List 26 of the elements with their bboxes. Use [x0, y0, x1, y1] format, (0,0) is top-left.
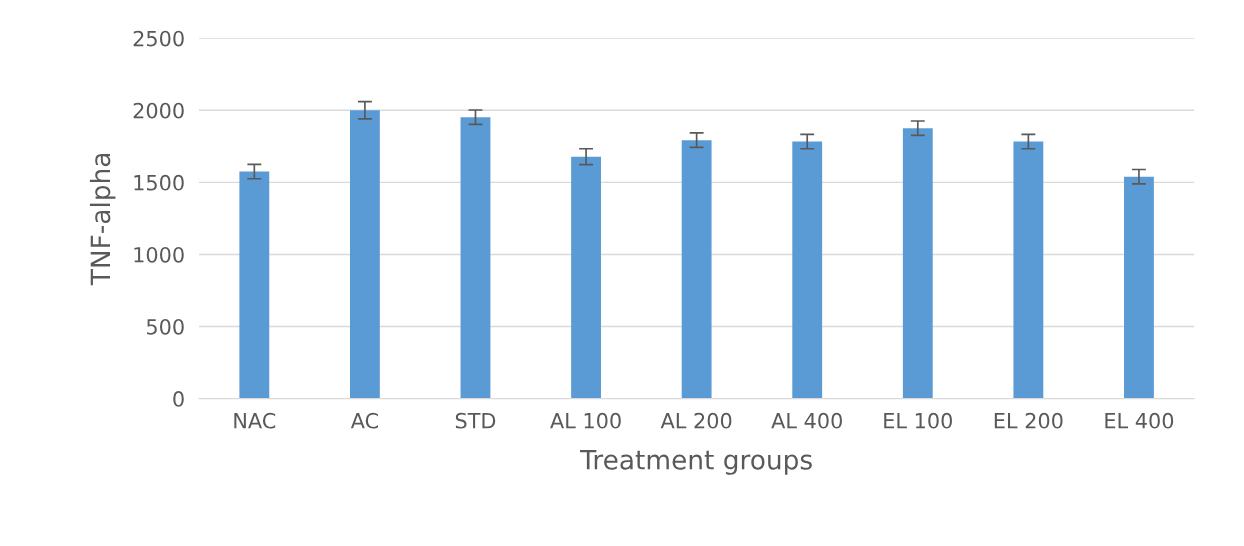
bar	[1124, 176, 1154, 399]
x-tick-label: EL 100	[884, 412, 952, 429]
bar	[571, 156, 601, 399]
x-tick-label: AC	[350, 412, 378, 429]
y-tick-label: 1000	[134, 246, 184, 263]
bar	[792, 141, 823, 399]
y-tick-label: 1500	[134, 174, 184, 191]
y-tick-label: 500	[146, 318, 184, 335]
x-tick-label: AL 100	[550, 412, 621, 429]
x-tick-label: EL 200	[994, 412, 1063, 429]
y-tick-label: 2000	[133, 102, 184, 119]
y-tick-label: 2500	[133, 30, 184, 47]
bar	[681, 140, 712, 399]
x-tick-label: EL 400	[1105, 412, 1174, 429]
bar	[239, 171, 270, 399]
y-axis-title: TNF-alpha	[89, 153, 116, 286]
x-tick-label: AL 400	[771, 412, 842, 429]
bar	[460, 117, 491, 399]
bar	[902, 128, 933, 399]
bar	[1013, 141, 1044, 399]
x-tick-label: NAC	[234, 412, 276, 429]
x-tick-label: AL 200	[660, 412, 732, 429]
y-tick-label: 0	[173, 391, 184, 407]
x-axis-title: Treatment groups	[580, 450, 812, 475]
x-tick-label: STD	[455, 412, 496, 429]
bar	[349, 110, 380, 399]
